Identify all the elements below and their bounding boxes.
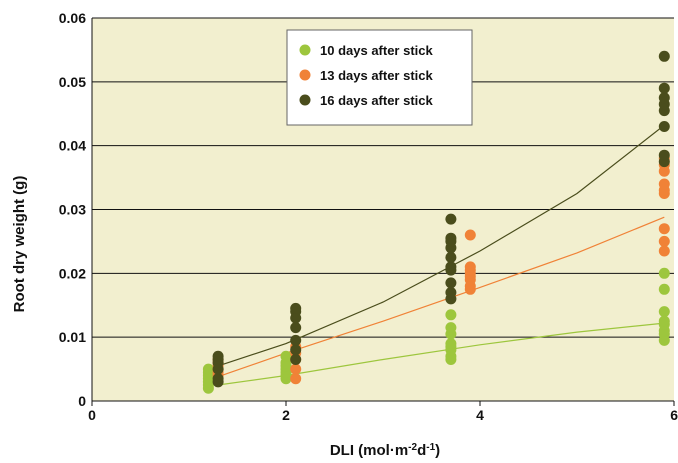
y-axis-title: Root dry weight (g) bbox=[11, 176, 28, 313]
x-axis-title: DLI (mol·m-2d-1) bbox=[330, 442, 440, 459]
data-points bbox=[202, 50, 670, 394]
legend-marker-3 bbox=[299, 94, 311, 106]
data-point-2 bbox=[658, 178, 670, 190]
x-axis-title-mid: d bbox=[417, 442, 426, 459]
data-point-3 bbox=[445, 261, 457, 273]
data-point-3 bbox=[658, 50, 670, 62]
y-tick-label: 0.02 bbox=[59, 265, 86, 281]
data-point-3 bbox=[212, 373, 224, 385]
data-point-3 bbox=[658, 149, 670, 161]
y-tick-label: 0.06 bbox=[59, 10, 86, 26]
data-point-3 bbox=[445, 213, 457, 225]
legend-marker-1 bbox=[299, 44, 311, 56]
data-point-2 bbox=[464, 229, 476, 241]
legend-marker-2 bbox=[299, 69, 311, 81]
data-point-1 bbox=[658, 267, 670, 279]
x-tick-label: 2 bbox=[282, 407, 290, 423]
data-point-3 bbox=[658, 82, 670, 94]
data-point-3 bbox=[290, 322, 302, 334]
x-axis-title-main: DLI (mol·m bbox=[330, 442, 408, 459]
gridlines bbox=[92, 17, 674, 338]
data-point-1 bbox=[280, 350, 292, 362]
data-point-1 bbox=[658, 315, 670, 327]
data-point-1 bbox=[202, 363, 214, 375]
legend-label-1: 10 days after stick bbox=[320, 43, 434, 58]
data-point-2 bbox=[290, 363, 302, 375]
y-tick-label: 0.01 bbox=[59, 329, 86, 345]
data-point-3 bbox=[290, 344, 302, 356]
legend: 10 days after stick 13 days after stick 16… bbox=[286, 29, 473, 126]
data-point-1 bbox=[445, 309, 457, 321]
data-point-3 bbox=[658, 121, 670, 132]
data-point-2 bbox=[658, 235, 670, 247]
trend-lines bbox=[217, 124, 665, 386]
data-point-3 bbox=[445, 251, 457, 263]
x-axis-title-end: ) bbox=[435, 442, 440, 459]
x-axis-title-sup1: -2 bbox=[408, 442, 417, 453]
data-point-3 bbox=[290, 334, 302, 346]
y-tick-label: 0.04 bbox=[59, 138, 86, 154]
trend-line-3 bbox=[217, 124, 665, 367]
data-point-2 bbox=[658, 223, 670, 235]
data-point-3 bbox=[658, 92, 670, 104]
legend-box bbox=[286, 29, 473, 126]
x-tick-labels: 0 2 4 6 bbox=[88, 407, 678, 423]
trend-line-1 bbox=[218, 322, 665, 386]
axes bbox=[91, 18, 675, 406]
data-point-3 bbox=[445, 232, 457, 244]
data-point-1 bbox=[445, 322, 457, 334]
data-point-3 bbox=[290, 302, 302, 314]
data-point-3 bbox=[445, 287, 457, 298]
y-tick-label: 0.05 bbox=[59, 74, 86, 90]
data-point-2 bbox=[464, 261, 476, 273]
data-point-3 bbox=[212, 350, 224, 362]
legend-label-3: 16 days after stick bbox=[320, 93, 434, 108]
y-tick-labels: 0 0.01 0.02 0.03 0.04 0.05 0.06 bbox=[59, 10, 86, 409]
data-point-3 bbox=[290, 354, 302, 365]
x-tick-label: 0 bbox=[88, 407, 96, 423]
data-point-1 bbox=[658, 306, 670, 318]
data-point-1 bbox=[445, 338, 457, 350]
x-tick-label: 6 bbox=[670, 407, 678, 423]
x-axis-title-sup2: -1 bbox=[426, 442, 435, 453]
trend-line-2 bbox=[217, 216, 665, 378]
data-point-2 bbox=[658, 245, 670, 257]
data-point-2 bbox=[290, 373, 302, 385]
data-point-3 bbox=[445, 277, 457, 289]
y-tick-label: 0.03 bbox=[59, 202, 86, 218]
legend-label-2: 13 days after stick bbox=[320, 68, 434, 83]
y-tick-label: 0 bbox=[78, 393, 86, 409]
data-point-1 bbox=[658, 283, 670, 295]
x-tick-label: 4 bbox=[476, 407, 484, 423]
